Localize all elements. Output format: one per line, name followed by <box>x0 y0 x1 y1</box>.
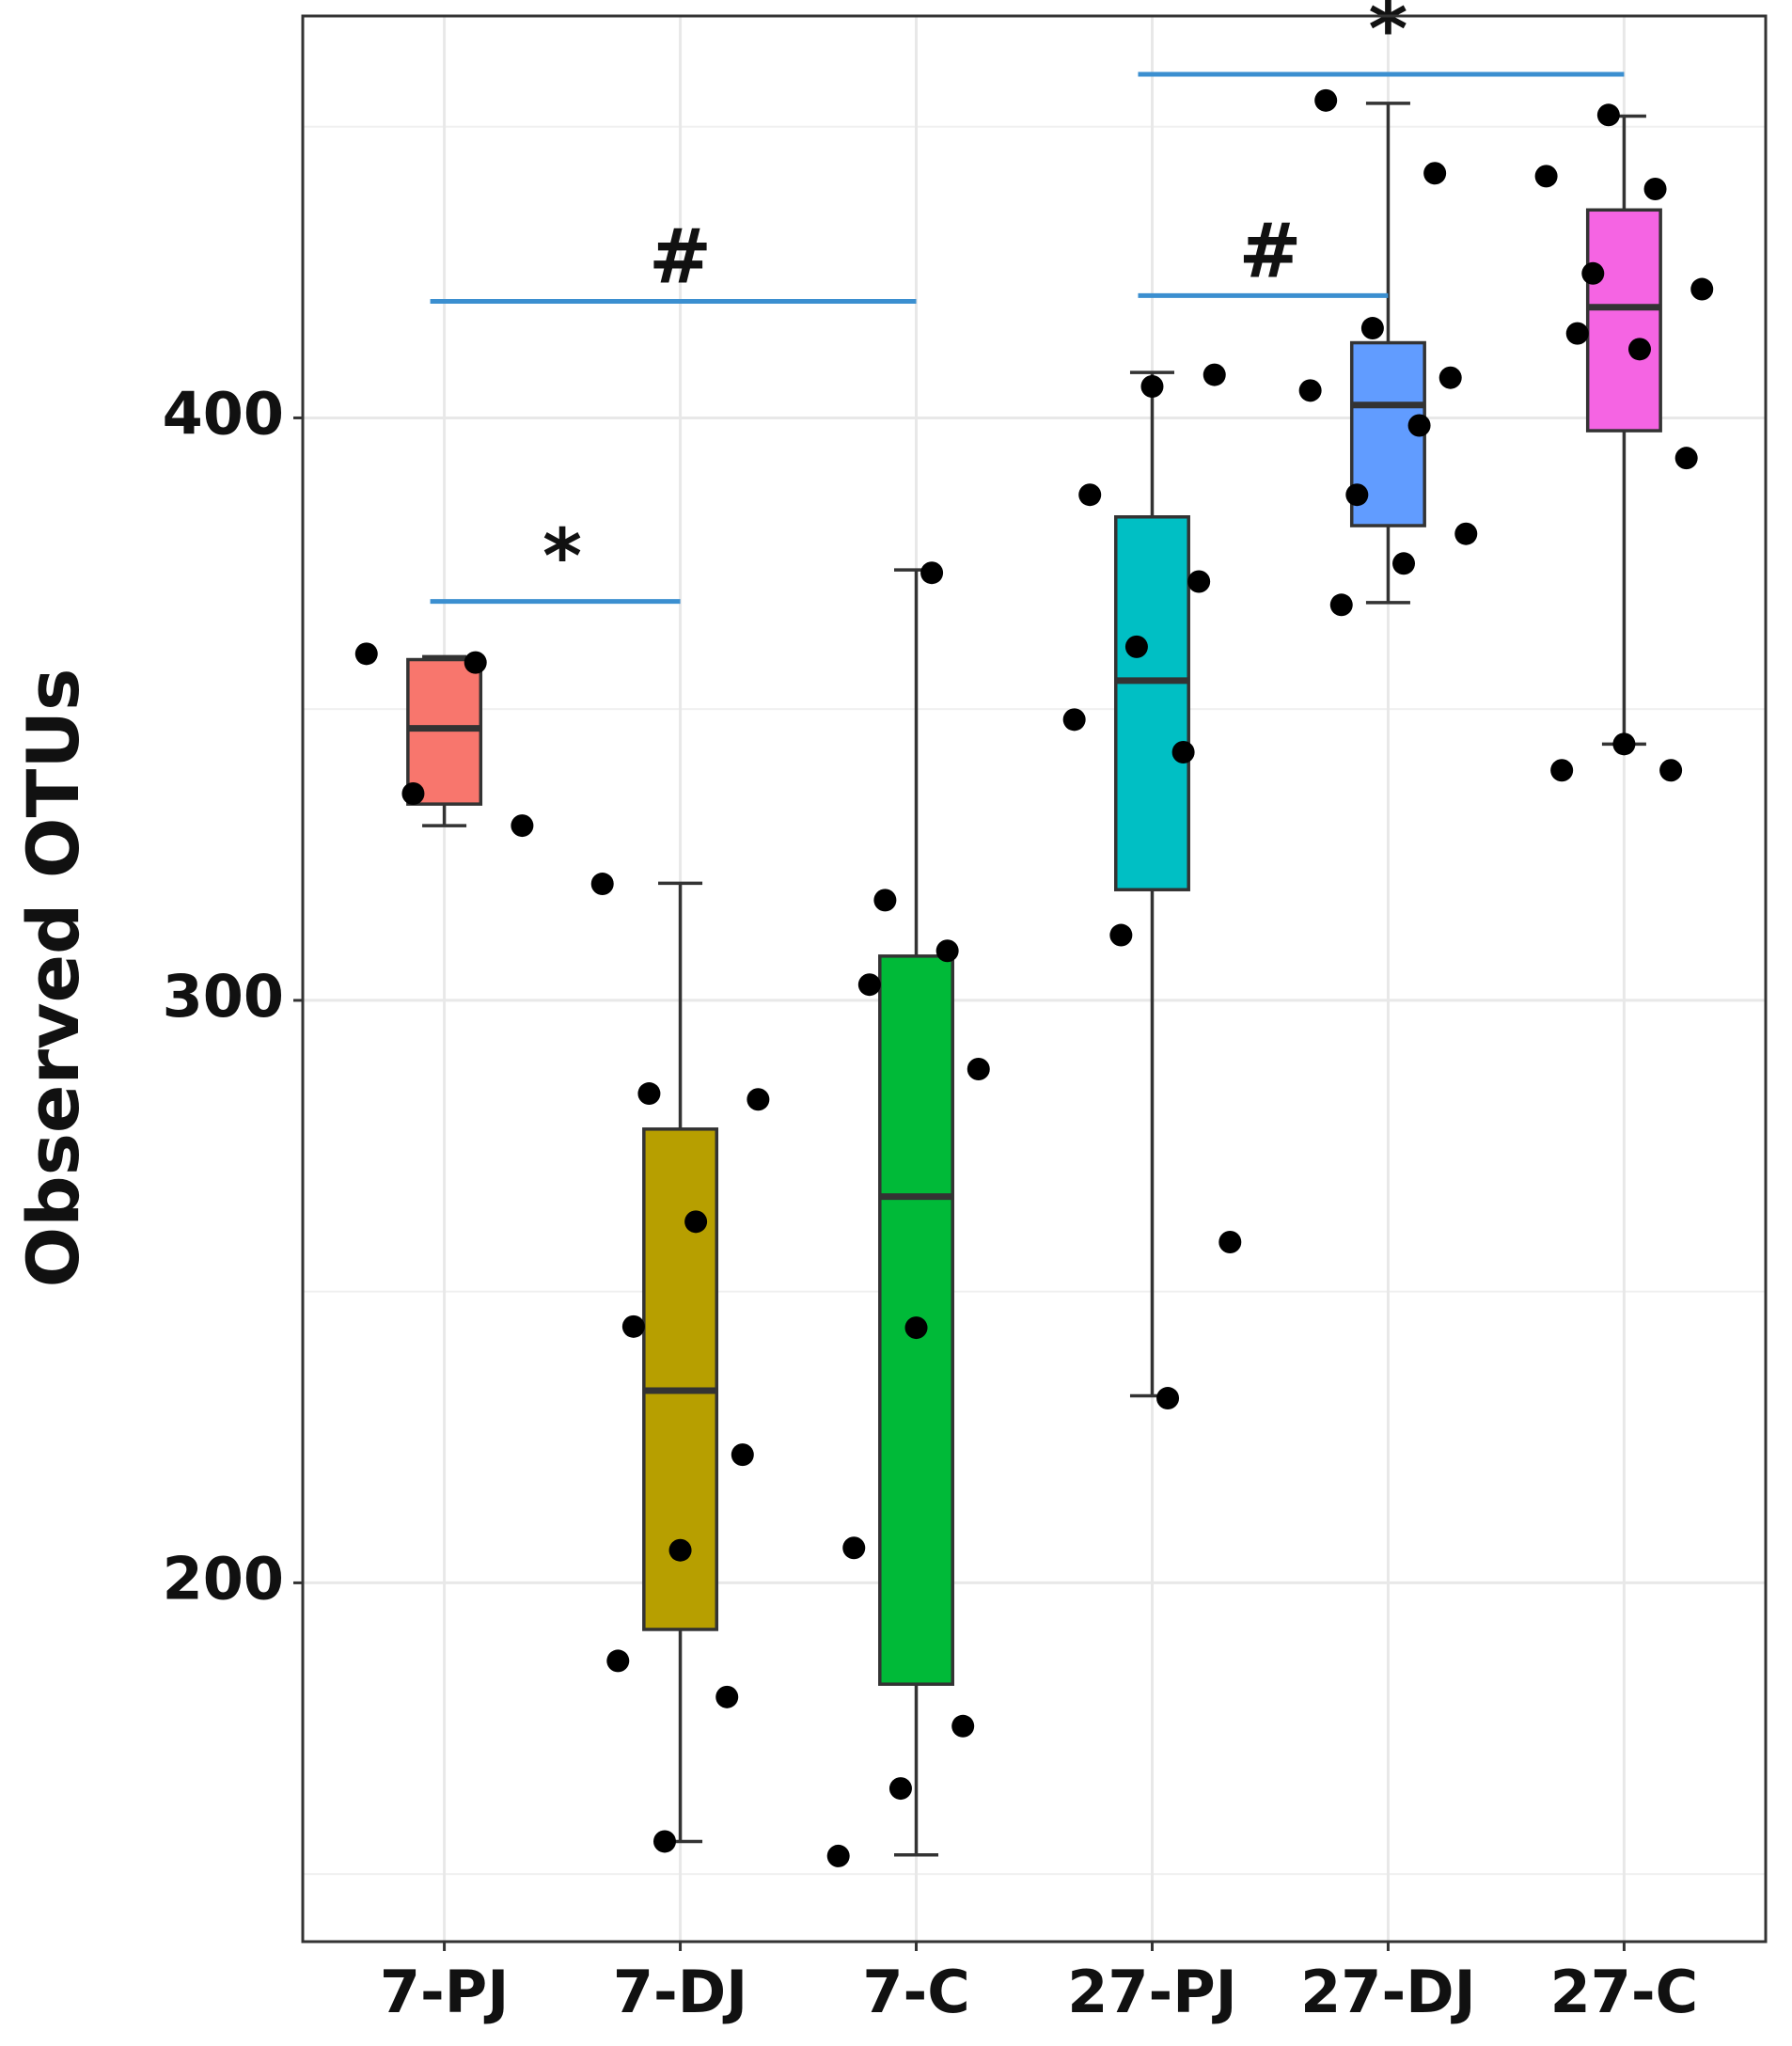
point <box>1659 759 1683 782</box>
point <box>1124 635 1148 658</box>
point <box>1078 483 1102 507</box>
point <box>1156 1387 1180 1410</box>
point <box>511 814 534 838</box>
point <box>842 1536 866 1560</box>
point <box>888 1777 912 1801</box>
point <box>637 1082 661 1106</box>
point <box>606 1649 630 1673</box>
point <box>1407 414 1431 437</box>
box <box>1585 208 1662 433</box>
x-tick-label: 27-C <box>1550 1958 1699 2026</box>
point <box>731 1443 754 1467</box>
point <box>1690 277 1714 301</box>
point <box>668 1538 692 1562</box>
box <box>406 657 483 806</box>
significance-label: * <box>1369 0 1408 73</box>
point <box>1643 177 1667 200</box>
point <box>1171 741 1195 764</box>
point <box>1187 570 1211 593</box>
point <box>826 1844 850 1867</box>
point <box>1109 923 1133 947</box>
y-axis-title: Observed OTUs <box>11 669 95 1288</box>
point <box>1627 338 1651 361</box>
point <box>1612 732 1636 756</box>
point <box>935 939 959 963</box>
point <box>1345 483 1369 507</box>
box <box>642 1127 719 1631</box>
point <box>652 1830 676 1853</box>
plot-border <box>301 14 1768 1944</box>
point <box>1298 379 1322 402</box>
x-tick-label: 27-PJ <box>1067 1958 1237 2026</box>
point <box>1392 552 1416 575</box>
point <box>1596 103 1620 127</box>
point <box>1062 708 1086 732</box>
significance-label: * <box>542 513 582 601</box>
point <box>590 873 614 896</box>
point <box>354 642 378 666</box>
point <box>857 973 881 997</box>
point <box>1218 1231 1242 1254</box>
point <box>1674 447 1698 470</box>
point <box>1581 261 1605 285</box>
point <box>684 1210 708 1234</box>
point <box>1314 88 1338 112</box>
point <box>1203 363 1226 386</box>
point <box>1360 317 1384 340</box>
point <box>904 1316 928 1340</box>
y-tick-label: 200 <box>163 1544 284 1613</box>
plot-background <box>303 16 1766 1942</box>
point <box>747 1088 770 1111</box>
x-tick-label: 27-DJ <box>1300 1958 1476 2026</box>
box <box>1114 515 1190 891</box>
point <box>1423 162 1447 185</box>
point <box>1565 322 1589 345</box>
point <box>1329 593 1353 617</box>
significance-label: # <box>1238 207 1301 294</box>
y-tick-label: 400 <box>163 380 284 449</box>
point <box>401 782 425 806</box>
point <box>1140 374 1164 398</box>
point <box>967 1058 990 1081</box>
point <box>715 1685 739 1708</box>
significance-label: # <box>649 213 712 301</box>
point <box>920 561 944 585</box>
point <box>1534 165 1558 188</box>
point <box>621 1314 645 1338</box>
point <box>873 889 897 912</box>
y-tick-label: 300 <box>163 962 284 1031</box>
point <box>951 1714 975 1738</box>
point <box>1550 759 1574 782</box>
point <box>1454 522 1478 545</box>
x-tick-label: 7-PJ <box>380 1958 509 2026</box>
point <box>1438 366 1462 389</box>
point <box>464 651 487 674</box>
x-tick-label: 7-DJ <box>613 1958 747 2026</box>
x-tick-label: 7-C <box>862 1958 969 2026</box>
